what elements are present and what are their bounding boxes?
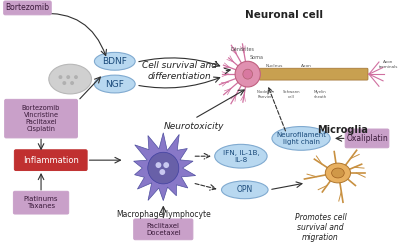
Text: Nucleus: Nucleus: [265, 64, 282, 68]
Text: Schwann
cell: Schwann cell: [282, 90, 300, 98]
Ellipse shape: [272, 126, 330, 150]
Ellipse shape: [94, 52, 135, 70]
Circle shape: [66, 75, 70, 79]
Circle shape: [70, 81, 74, 85]
FancyBboxPatch shape: [13, 191, 69, 214]
Text: Promotes cell
survival and
migration: Promotes cell survival and migration: [294, 212, 346, 242]
Ellipse shape: [215, 144, 267, 168]
Ellipse shape: [325, 163, 350, 183]
Text: Oxaliplatin: Oxaliplatin: [346, 134, 388, 143]
Ellipse shape: [222, 181, 268, 199]
Circle shape: [58, 75, 62, 79]
Text: Neurotoxicity: Neurotoxicity: [164, 122, 224, 131]
FancyBboxPatch shape: [5, 99, 78, 138]
Text: Soma: Soma: [250, 55, 264, 60]
Circle shape: [235, 61, 260, 87]
Text: Myelin
sheath: Myelin sheath: [314, 90, 327, 98]
Text: Bortezomib
Vincristine
Paclitaxel
Cisplatin: Bortezomib Vincristine Paclitaxel Cispla…: [22, 105, 60, 132]
FancyBboxPatch shape: [4, 1, 51, 15]
Text: Microglia: Microglia: [317, 126, 368, 136]
Ellipse shape: [49, 64, 92, 94]
FancyBboxPatch shape: [14, 150, 87, 171]
Text: Neurofilament
light chain: Neurofilament light chain: [276, 132, 326, 145]
Text: Dendrites: Dendrites: [231, 48, 255, 52]
Text: Platinums
Taxanes: Platinums Taxanes: [24, 196, 58, 209]
Text: NGF: NGF: [105, 80, 124, 88]
Text: Node of
Ranvier: Node of Ranvier: [258, 90, 273, 98]
Text: OPN: OPN: [237, 185, 253, 194]
Circle shape: [62, 81, 66, 85]
Circle shape: [163, 162, 169, 168]
Text: Axon: Axon: [301, 64, 312, 68]
FancyBboxPatch shape: [134, 219, 193, 240]
FancyBboxPatch shape: [345, 129, 389, 148]
Polygon shape: [134, 133, 196, 200]
Text: Bortezomib: Bortezomib: [6, 4, 50, 13]
Text: Axon
terminals: Axon terminals: [379, 60, 398, 68]
Ellipse shape: [94, 75, 135, 93]
Ellipse shape: [332, 168, 344, 178]
Text: Macrophage/lymphocyte: Macrophage/lymphocyte: [116, 210, 211, 218]
Circle shape: [148, 152, 179, 184]
Circle shape: [74, 75, 78, 79]
Text: Neuronal cell: Neuronal cell: [244, 10, 322, 20]
Circle shape: [156, 162, 161, 168]
Text: BDNF: BDNF: [102, 57, 127, 66]
FancyBboxPatch shape: [259, 68, 368, 80]
Circle shape: [243, 69, 252, 79]
Text: Cell survival and
differentiation: Cell survival and differentiation: [142, 62, 217, 81]
Text: Paclitaxel
Docetaxel: Paclitaxel Docetaxel: [146, 223, 181, 236]
Text: IFN, IL-1B,
IL-8: IFN, IL-1B, IL-8: [222, 150, 259, 163]
Circle shape: [160, 169, 165, 175]
Text: Inflammation: Inflammation: [23, 156, 79, 165]
